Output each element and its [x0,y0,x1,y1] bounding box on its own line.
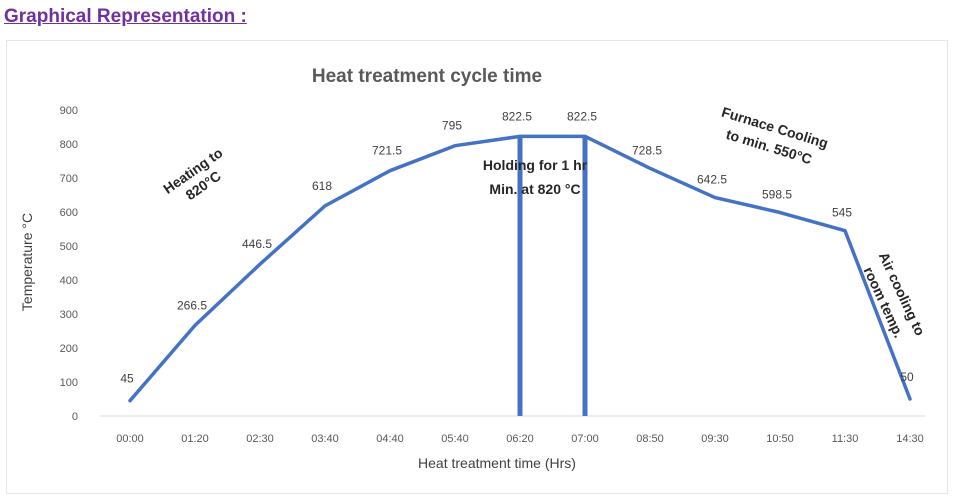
x-axis-ticks: 00:00 01:20 02:30 03:40 04:40 05:40 06:20 07:00… [116,433,924,445]
x-tick-label: 05:40 [441,433,469,445]
data-label: 618 [312,179,332,193]
x-tick-label: 03:40 [311,433,339,445]
y-tick-label: 200 [60,343,78,355]
x-tick-label: 14:30 [896,433,924,445]
data-label: 721.5 [372,144,402,158]
x-tick-label: 06:20 [506,433,534,445]
annotation-line: Min. at 820 °C [489,181,580,197]
x-tick-label: 11:30 [832,433,859,445]
y-tick-label: 100 [60,377,78,389]
y-tick-label: 600 [60,207,78,219]
x-tick-label: 02:30 [246,433,274,445]
y-tick-label: 500 [60,241,78,253]
data-label: 822.5 [502,109,532,123]
section-heading: Graphical Representation : [4,6,247,27]
y-axis-title: Temperature °C [19,213,35,311]
y-tick-label: 800 [60,139,78,151]
data-label: 45 [120,372,134,386]
x-tick-label: 10:50 [766,433,794,445]
x-tick-label: 00:00 [116,433,144,445]
data-label: 598.5 [762,188,792,202]
data-label: 728.5 [632,143,662,157]
annotation-line: Holding for 1 hr [483,157,588,173]
x-tick-label: 01:20 [181,433,209,445]
data-label: 822.5 [567,109,597,123]
x-axis-title: Heat treatment time (Hrs) [418,455,576,471]
data-label: 642.5 [697,173,727,187]
chart-area [6,40,948,494]
x-tick-label: 09:30 [701,433,729,445]
data-label: 545 [832,206,852,220]
temperature-series [128,134,912,416]
data-label: 50 [900,370,914,384]
data-label: 795 [442,119,462,133]
data-label: 266.5 [177,298,207,312]
data-labels: 45 266.5 446.5 618 721.5 795 822.5 822.5 728.5 64… [120,109,914,385]
x-tick-label: 04:40 [376,433,404,445]
y-tick-label: 900 [60,105,78,117]
x-tick-label: 08:50 [636,433,664,445]
chart-title: Heat treatment cycle time [312,66,542,87]
y-tick-label: 300 [60,309,78,321]
y-axis-ticks: 0 100 200 300 400 500 600 700 800 900 [60,105,78,423]
annotation: Holding for 1 hr Min. at 820 °C [483,157,588,197]
y-tick-label: 0 [72,411,78,423]
y-tick-label: 700 [60,173,78,185]
y-tick-label: 400 [60,275,78,287]
data-label: 446.5 [242,237,272,251]
x-tick-label: 07:00 [571,433,599,445]
